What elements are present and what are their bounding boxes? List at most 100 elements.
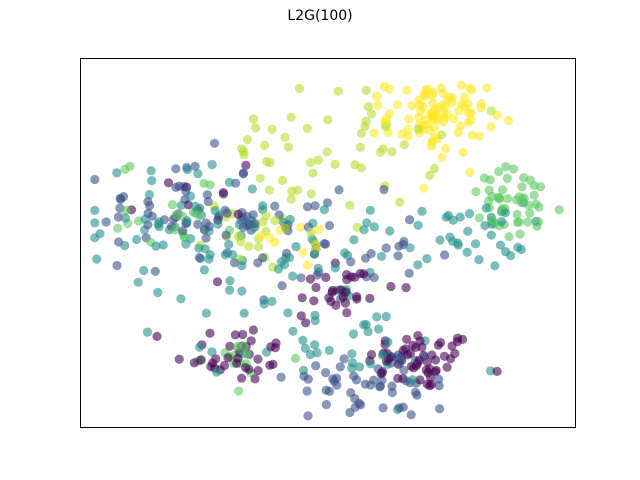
scatter-point-class-5 (418, 102, 428, 112)
scatter-point-class-0 (411, 342, 421, 352)
scatter-point-class-0 (414, 355, 424, 365)
scatter-point-class-2 (381, 311, 391, 322)
scatter-point-class-1 (178, 226, 188, 236)
scatter-point-class-4 (306, 227, 316, 237)
scatter-point-class-2 (224, 239, 234, 250)
scatter-point-class-0 (205, 328, 215, 338)
scatter-point-class-4 (236, 237, 246, 247)
scatter-point-class-1 (387, 381, 397, 391)
scatter-point-class-1 (378, 403, 388, 413)
scatter-point-class-2 (190, 201, 200, 211)
scatter-point-class-4 (486, 106, 496, 116)
scatter-point-class-1 (334, 185, 344, 195)
scatter-point-class-4 (253, 242, 263, 252)
scatter-point-class-2 (225, 285, 235, 295)
scatter-point-class-1 (302, 386, 312, 396)
scatter-point-class-1 (324, 220, 335, 231)
scatter-point-class-1 (201, 233, 211, 243)
scatter-point-class-2 (288, 271, 298, 281)
scatter-point-class-4 (333, 86, 343, 96)
scatter-point-class-2 (490, 261, 500, 271)
scatter-point-class-5 (434, 102, 444, 112)
chart-title: L2G(100) (287, 8, 353, 24)
scatter-point-class-3 (125, 161, 135, 171)
scatter-point-class-0 (402, 334, 412, 344)
scatter-point-class-0 (352, 294, 362, 304)
scatter-point-class-1 (394, 403, 404, 413)
scatter-point-class-5 (486, 122, 496, 132)
scatter-point-class-1 (394, 241, 404, 251)
scatter-point-class-1 (303, 202, 313, 212)
scatter-point-class-4 (292, 185, 303, 195)
scatter-point-class-5 (430, 122, 440, 132)
scatter-point-class-1 (321, 385, 331, 395)
scatter-point-class-2 (284, 253, 295, 263)
scatter-point-class-3 (508, 164, 519, 174)
scatter-point-class-1 (352, 375, 362, 385)
scatter-point-class-2 (139, 265, 149, 276)
scatter-point-class-3 (515, 229, 525, 239)
scatter-point-class-2 (207, 347, 217, 357)
scatter-point-class-2 (224, 177, 234, 187)
scatter-point-class-1 (221, 230, 231, 240)
scatter-point-class-2 (212, 367, 222, 377)
scatter-point-class-1 (410, 387, 421, 397)
scatter-point-class-5 (392, 100, 402, 110)
scatter-point-class-1 (213, 212, 224, 222)
scatter-point-class-3 (488, 215, 498, 225)
scatter-point-class-1 (405, 215, 415, 225)
scatter-point-class-2 (147, 176, 157, 186)
scatter-point-class-0 (241, 160, 251, 170)
scatter-point-class-1 (395, 358, 405, 368)
scatter-point-class-4 (395, 197, 405, 207)
scatter-point-class-0 (335, 285, 346, 295)
scatter-point-class-0 (365, 293, 375, 303)
scatter-point-class-0 (296, 311, 306, 321)
scatter-point-class-2 (359, 225, 369, 235)
scatter-point-class-0 (327, 287, 337, 297)
scatter-point-class-3 (517, 182, 527, 192)
scatter-point-class-2 (495, 240, 506, 250)
scatter-point-class-5 (407, 101, 417, 111)
scatter-point-class-0 (152, 331, 162, 341)
scatter-point-class-1 (250, 218, 260, 229)
scatter-point-class-0 (358, 269, 369, 279)
scatter-point-class-2 (194, 243, 204, 253)
scatter-point-class-1 (222, 208, 232, 218)
scatter-point-class-5 (465, 167, 475, 177)
scatter-point-class-2 (372, 312, 382, 322)
scatter-point-class-3 (479, 173, 489, 183)
scatter-point-class-3 (502, 173, 512, 183)
axes-frame (80, 58, 576, 428)
scatter-point-class-1 (229, 258, 239, 268)
scatter-point-class-2 (144, 190, 155, 200)
scatter-point-class-1 (101, 217, 111, 227)
scatter-point-class-1 (399, 365, 409, 375)
scatter-point-class-2 (405, 243, 415, 253)
scatter-point-class-1 (277, 281, 287, 291)
scatter-point-class-5 (436, 83, 446, 93)
scatter-point-class-1 (339, 354, 349, 364)
scatter-point-class-5 (503, 115, 514, 126)
scatter-point-class-2 (413, 220, 423, 230)
scatter-point-class-2 (455, 212, 465, 222)
scatter-point-class-1 (112, 260, 122, 271)
scatter-point-class-2 (285, 214, 295, 225)
scatter-point-class-4 (378, 144, 388, 154)
scatter-point-class-2 (154, 217, 164, 227)
scatter-point-class-1 (361, 253, 371, 263)
scatter-point-class-2 (374, 324, 384, 334)
scatter-point-class-1 (270, 201, 280, 211)
scatter-point-class-2 (422, 254, 432, 264)
scatter-point-class-4 (330, 159, 340, 169)
scatter-point-class-4 (363, 102, 374, 112)
scatter-point-class-3 (529, 190, 539, 200)
scatter-point-class-4 (280, 132, 290, 142)
scatter-point-class-1 (350, 393, 360, 404)
scatter-point-class-1 (332, 373, 342, 383)
scatter-point-class-0 (326, 296, 336, 306)
scatter-point-class-0 (163, 178, 174, 188)
scatter-point-class-2 (313, 263, 323, 273)
scatter-point-class-2 (267, 296, 277, 306)
scatter-point-class-2 (195, 342, 205, 352)
